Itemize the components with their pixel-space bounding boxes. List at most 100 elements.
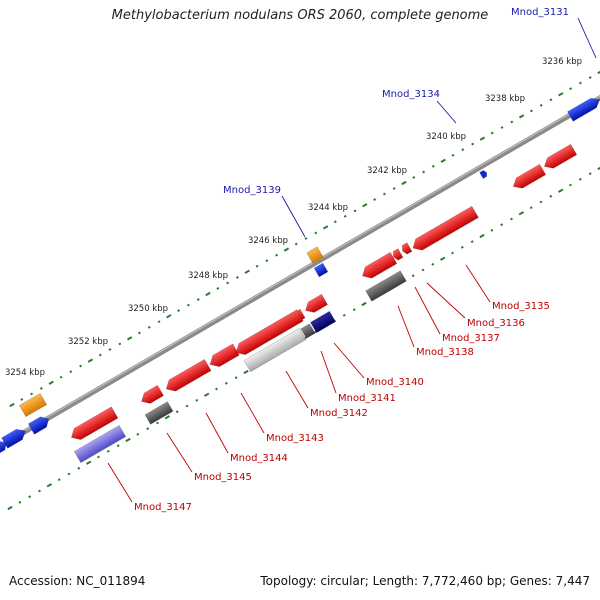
leader-line-mnod-3140 — [333, 342, 365, 379]
leader-line-mnod-3138 — [397, 305, 415, 348]
outer-tick-mark — [226, 281, 230, 285]
gene-label-mnod-3136[interactable]: Mnod_3136 — [467, 318, 525, 329]
outer-tick-mark — [431, 164, 435, 168]
gene-label-mnod-3135[interactable]: Mnod_3135 — [492, 301, 550, 312]
gene-label-mnod-3141[interactable]: Mnod_3141 — [338, 393, 396, 404]
inner-tick-mark — [146, 427, 150, 431]
outer-tick-mark — [549, 98, 553, 102]
inner-tick-mark — [77, 466, 81, 470]
outer-tick-mark — [9, 402, 15, 408]
outer-tick-mark — [98, 353, 102, 357]
inner-tick-mark — [97, 455, 100, 459]
outer-tick-mark — [59, 375, 63, 379]
inner-tick-mark — [195, 398, 199, 402]
inner-tick-mark — [156, 421, 159, 425]
inner-tick-mark — [224, 381, 228, 385]
leader-line-mnod-3147 — [107, 462, 133, 503]
inner-tick-mark — [479, 233, 485, 239]
inner-tick-mark — [529, 206, 533, 210]
tick-label: 3246 kbp — [248, 236, 288, 246]
gene-mnod-3137-shape — [392, 248, 404, 261]
gene-label-mnod-3144[interactable]: Mnod_3144 — [230, 453, 288, 464]
gene-mnod-3138-shape — [365, 270, 407, 302]
inner-tick-mark — [125, 437, 131, 443]
inner-tick-mark — [38, 489, 41, 493]
outer-tick-mark — [294, 242, 298, 246]
inner-tick-mark — [352, 308, 356, 312]
inner-tick-mark — [597, 165, 600, 171]
inner-tick-mark — [136, 432, 140, 436]
leader-line-mnod-3137 — [414, 286, 441, 335]
inner-tick-mark — [164, 415, 170, 420]
gene-mnod-3131-shape — [567, 97, 600, 122]
tick-label: 3248 kbp — [188, 271, 228, 281]
inner-tick-mark — [431, 262, 435, 266]
leader-line-mnod-3142 — [285, 370, 309, 409]
inner-tick-mark — [185, 404, 189, 408]
gene-mnod-3135-shape — [412, 205, 479, 251]
gene-label-mnod-3145[interactable]: Mnod_3145 — [194, 472, 252, 483]
inner-tick-mark — [116, 444, 120, 448]
outer-tick-mark — [539, 103, 543, 107]
inner-tick-mark — [510, 217, 513, 221]
gene-label-mnod-3142[interactable]: Mnod_3142 — [310, 408, 368, 419]
gene-label-mnod-3143[interactable]: Mnod_3143 — [266, 433, 324, 444]
inner-tick-mark — [46, 483, 52, 488]
leader-line-mnod-3141 — [320, 350, 337, 394]
outer-tick-mark — [588, 76, 592, 80]
gene-grey-shape — [144, 401, 174, 425]
outer-tick-mark — [283, 247, 290, 252]
gene-red-shape — [305, 293, 328, 313]
gene-label-mnod-3131[interactable]: Mnod_3131 — [511, 7, 569, 18]
outer-tick-mark — [440, 158, 446, 163]
tick-label: 3238 kbp — [485, 94, 525, 104]
outer-tick-mark — [500, 126, 504, 129]
inner-tick-mark — [86, 460, 92, 465]
inner-tick-mark — [421, 268, 425, 272]
gene-red-shape — [362, 251, 398, 279]
inner-tick-mark — [361, 301, 367, 307]
gene-small-blue-shape — [313, 262, 329, 278]
outer-tick-mark — [87, 358, 94, 363]
gene-label-mnod-3140[interactable]: Mnod_3140 — [366, 377, 424, 388]
genome-backbone-highlight — [0, 95, 600, 446]
gene-label-mnod-3137[interactable]: Mnod_3137 — [442, 333, 500, 344]
tick-label: 3244 kbp — [308, 203, 348, 213]
outer-tick-mark — [392, 187, 396, 190]
gene-label-mnod-3134[interactable]: Mnod_3134 — [382, 89, 440, 100]
gene-mnod-3134-shape — [479, 170, 488, 179]
outer-tick-mark — [118, 342, 122, 346]
outer-tick-mark — [48, 380, 54, 385]
inner-tick-mark — [518, 211, 524, 216]
gene-features — [0, 97, 600, 464]
gene-mnod-3139-shape — [306, 246, 324, 264]
tick-label: 3236 kbp — [542, 57, 582, 67]
outer-tick-mark — [30, 392, 34, 396]
gene-mnod-3147-shape — [73, 424, 127, 464]
gene-red-shape — [543, 143, 578, 169]
outer-tick-dots — [9, 69, 600, 408]
gene-label-mnod-3138[interactable]: Mnod_3138 — [416, 347, 474, 358]
inner-tick-mark — [342, 313, 346, 317]
gene-mnod-3143-shape — [235, 309, 304, 356]
leader-line-mnod-3145 — [166, 432, 193, 473]
outer-tick-mark — [205, 291, 211, 297]
outer-tick-mark — [186, 303, 190, 307]
gene-label-mnod-3147[interactable]: Mnod_3147 — [134, 502, 192, 513]
tick-labels: 3236 kbp 3238 kbp 3240 kbp 3242 kbp 3244 kbp… — [5, 57, 582, 378]
outer-tick-mark — [147, 325, 151, 329]
leader-line-mnod-3135 — [465, 264, 491, 303]
tick-label: 3250 kbp — [128, 304, 168, 314]
leader-line-mnod-3131 — [577, 17, 597, 59]
outer-tick-mark — [126, 336, 133, 341]
leader-line-mnod-3143 — [240, 392, 265, 434]
gene-blue-shape — [0, 440, 7, 456]
outer-tick-mark — [461, 148, 465, 152]
outer-tick-mark — [382, 192, 386, 196]
outer-tick-mark — [518, 114, 525, 119]
inner-tick-mark — [539, 200, 543, 204]
outer-tick-mark — [69, 370, 73, 374]
outer-tick-mark — [322, 225, 329, 230]
gene-label-mnod-3139[interactable]: Mnod_3139 — [223, 185, 281, 196]
